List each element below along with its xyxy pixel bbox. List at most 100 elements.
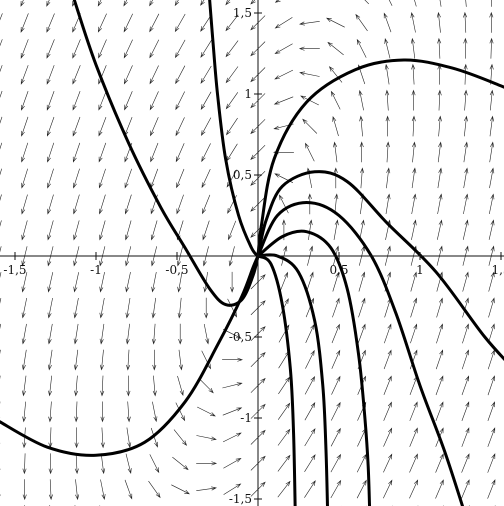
field-arrow <box>0 323 1 330</box>
field-arrow <box>125 272 131 293</box>
field-arrow <box>178 349 183 371</box>
y-tick-label: 0,5 <box>233 168 252 182</box>
solution-curve-1 <box>72 0 260 307</box>
field-arrow <box>46 65 55 85</box>
x-tick-label: -0,5 <box>165 263 188 277</box>
field-arrow <box>196 486 217 491</box>
field-arrow <box>488 297 495 318</box>
field-arrow <box>279 194 289 214</box>
field-arrow <box>0 142 3 150</box>
field-arrow <box>21 194 28 215</box>
field-arrow <box>410 271 417 292</box>
field-arrow <box>200 91 212 110</box>
field-arrow <box>74 375 79 397</box>
field-arrow <box>149 39 160 59</box>
field-arrow <box>223 457 242 469</box>
x-tick-label: 1 <box>416 263 424 277</box>
field-arrow <box>222 407 243 416</box>
field-arrow <box>73 297 79 319</box>
field-arrow <box>0 13 3 21</box>
field-arrow <box>489 167 495 189</box>
field-arrow <box>46 39 55 59</box>
field-arrow <box>326 17 345 28</box>
field-arrow <box>463 89 468 111</box>
field-arrow <box>46 0 51 7</box>
field-arrow <box>72 39 81 59</box>
field-arrow <box>73 323 79 345</box>
field-arrow <box>491 0 492 7</box>
field-arrow <box>462 271 469 292</box>
field-arrow <box>149 65 159 85</box>
field-arrow <box>356 453 367 473</box>
solution-curve-7 <box>256 229 372 506</box>
field-arrow <box>489 115 494 137</box>
field-arrow <box>328 66 343 83</box>
field-arrow <box>22 375 27 397</box>
field-arrow <box>435 401 444 422</box>
field-arrow <box>412 141 417 163</box>
field-arrow <box>461 479 470 499</box>
field-arrow <box>152 349 157 371</box>
field-arrow <box>124 168 132 189</box>
field-arrow <box>364 0 370 5</box>
field-arrow <box>383 12 392 33</box>
field-arrow <box>197 406 216 417</box>
field-arrow <box>97 0 103 7</box>
field-arrow <box>411 219 417 240</box>
field-arrow <box>174 0 180 7</box>
field-arrow <box>308 219 313 241</box>
field-arrow <box>435 453 444 473</box>
field-arrow <box>277 428 291 446</box>
x-tick-label: 1,5 <box>491 263 504 277</box>
y-tick-label: 1,5 <box>233 6 252 20</box>
field-arrow <box>150 220 158 241</box>
field-arrow <box>201 350 211 370</box>
field-arrow <box>304 376 316 395</box>
field-arrow <box>327 41 344 56</box>
field-arrow <box>461 427 470 447</box>
field-arrow <box>200 0 205 6</box>
field-arrow <box>201 168 211 189</box>
solution-curve-4 <box>256 58 504 258</box>
field-arrow <box>304 428 316 447</box>
field-arrow <box>230 271 235 293</box>
field-arrow <box>225 40 239 58</box>
field-arrow <box>126 401 131 423</box>
field-arrow <box>21 220 28 241</box>
field-arrow <box>0 90 3 98</box>
field-arrow <box>72 142 81 163</box>
field-arrow <box>304 454 316 472</box>
field-arrow <box>46 13 55 33</box>
field-arrow <box>47 349 53 371</box>
field-arrow <box>489 193 495 215</box>
field-arrow <box>331 375 341 395</box>
field-arrow <box>200 40 212 58</box>
field-arrow <box>202 220 210 241</box>
field-arrow <box>74 401 79 423</box>
field-arrow <box>149 91 159 111</box>
field-arrow <box>0 220 2 227</box>
field-arrow <box>436 11 441 33</box>
field-arrow <box>225 14 239 32</box>
field-arrow <box>437 63 442 85</box>
field-arrow <box>225 0 231 6</box>
field-arrow <box>196 461 218 466</box>
field-arrow <box>307 193 312 215</box>
field-arrow <box>274 69 294 80</box>
field-arrow <box>175 402 186 422</box>
field-arrow <box>198 378 214 394</box>
field-arrow <box>273 96 294 105</box>
field-arrow <box>414 0 417 7</box>
field-arrow <box>21 272 28 293</box>
y-tick-label: -1,5 <box>229 492 252 506</box>
field-arrow <box>175 143 185 163</box>
field-arrow <box>21 142 29 163</box>
field-arrow <box>150 168 159 189</box>
field-arrow <box>226 117 238 136</box>
field-arrow <box>277 454 291 472</box>
field-arrow <box>435 479 444 499</box>
field-arrow <box>99 323 105 345</box>
field-arrow <box>48 453 53 475</box>
